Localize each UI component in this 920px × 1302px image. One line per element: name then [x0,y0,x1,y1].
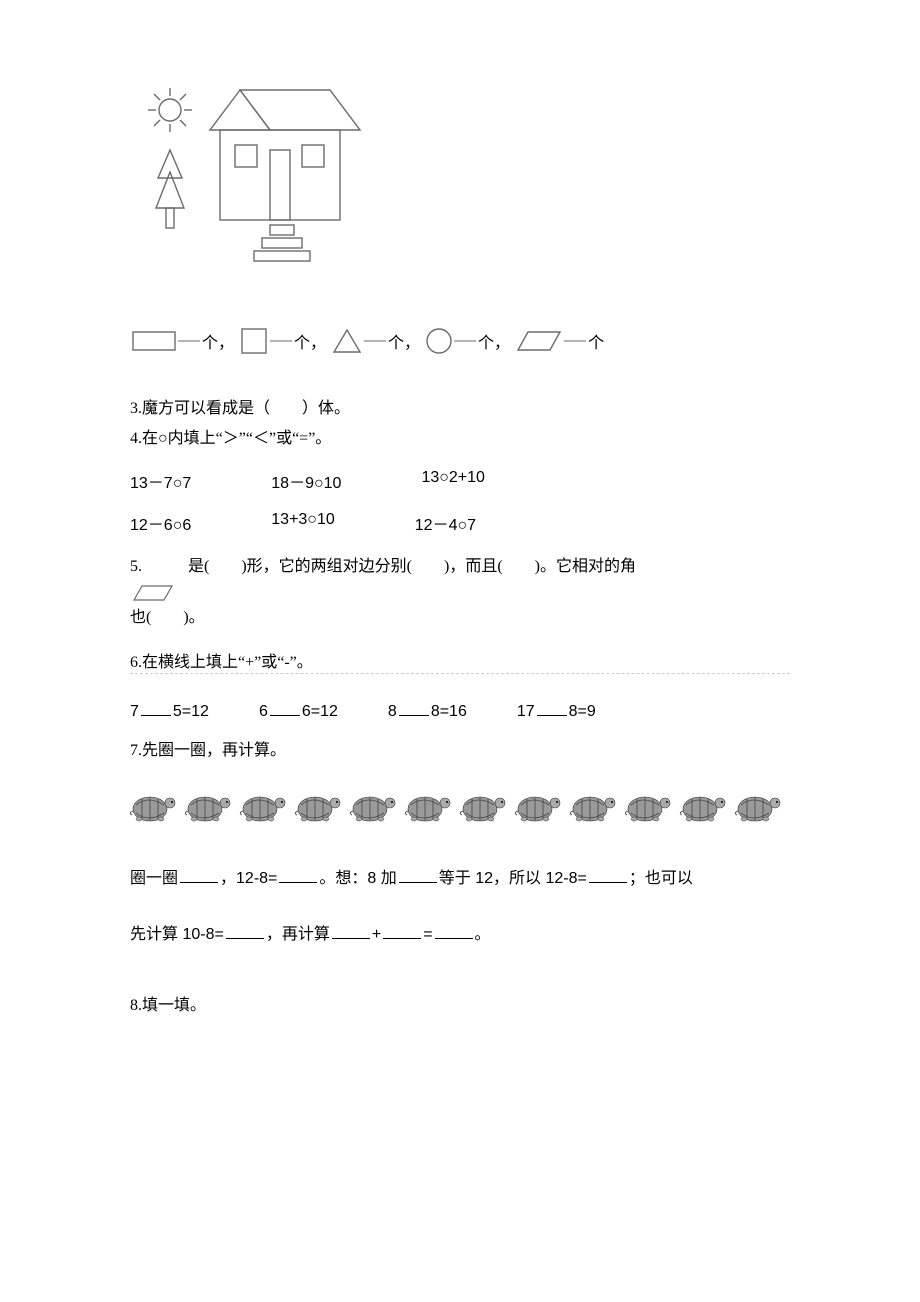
composite-illustration [130,80,790,285]
q5-pre: 5. [130,558,142,575]
q4-expr: 13○2+10 [421,469,485,493]
shape-triangle-item: 个， [330,326,420,356]
shape-count-row: 个， 个， 个， 个， 个 [130,325,790,357]
question-4-prompt: 4.在○内填上“＞”“＜”或“=”。 [130,427,790,451]
question-6-prompt: 6.在横线上填上“+”或“-”。 [130,651,790,675]
q6-item: 178=9 [517,700,596,721]
worksheet-page: 个， 个， 个， 个， 个 3.魔方可以看成是（ ）体。 4.在○内填上“＞”“… [0,0,920,1124]
q4-expr: 12－6○6 [130,511,191,535]
q6-item: 88=16 [388,700,467,721]
q4-expr: 18－9○10 [271,469,341,493]
q4-expr: 12－4○7 [415,511,476,535]
q6-item: 75=12 [130,700,209,721]
q5-text2: 也( )。 [130,604,790,633]
dotted-divider [130,673,790,674]
shape-square-item: 个， [238,325,326,357]
parallelogram-icon [130,582,176,604]
q4-row1: 13－7○7 18－9○10 13○2+10 [130,469,790,493]
question-8: 8.填一填。 [130,994,790,1018]
question-3: 3.魔方可以看成是（ ）体。 [130,397,790,421]
shape-label: 个， [202,329,234,353]
turtle-row [130,785,790,838]
shape-circle-item: 个， [424,326,510,356]
q4-expr: 13－7○7 [130,469,191,493]
q7-line2: 先计算 10-8=，再计算+=。 [130,916,790,954]
shape-label: 个， [388,329,420,353]
shape-parallelogram-item: 个 [514,327,604,355]
shape-label: 个， [478,329,510,353]
scene-svg [130,80,370,280]
shape-label: 个， [294,329,326,353]
q6-item: 66=12 [259,700,338,721]
q5-text1: 是( )形，它的两组对边分别( )，而且( )。它相对的角 [188,558,636,575]
question-5: 5. 是( )形，它的两组对边分别( )，而且( )。它相对的角 也( )。 [130,553,790,633]
shape-label: 个 [588,329,604,353]
q7-line1: 圈一圈，12-8=。想：8 加等于 12，所以 12-8=；也可以 [130,860,790,898]
shape-rectangle-item: 个， [130,327,234,355]
q4-row2: 12－6○6 13+3○10 12－4○7 [130,511,790,535]
q6-row: 75=12 66=12 88=16 178=9 [130,700,790,721]
q4-expr: 13+3○10 [271,511,335,535]
question-7-prompt: 7.先圈一圈，再计算。 [130,739,790,763]
